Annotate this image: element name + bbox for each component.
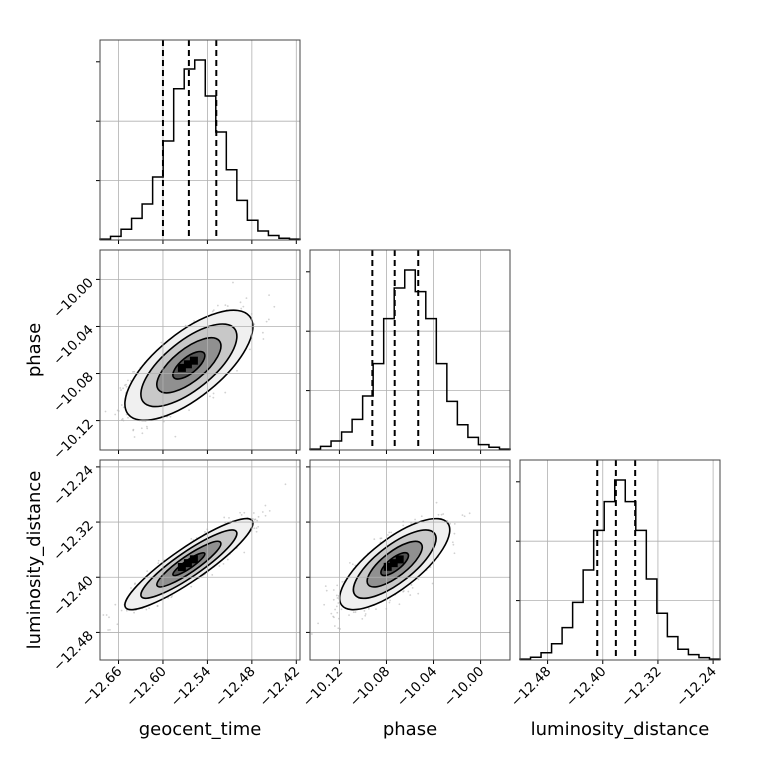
marks-layer [99,40,721,660]
ytick-label-luminosity-distance: −12.48 [50,628,97,675]
hist-geocent-time-frame [99,39,301,241]
panel-phase-vs-geocent-time-core-bin [189,356,198,365]
luminosity-distance-column-label: luminosity_distance [531,719,710,740]
panel-luminosity-distance-vs-geocent-time-core-bin [177,562,186,571]
xtick-label-geocent-time: −12.42 [256,664,303,711]
panel-luminosity-distance-vs-phase-contour [366,540,424,588]
panel-luminosity-distance-vs-geocent-time-core-bin [183,559,192,568]
phase-column-label: phase [383,719,437,740]
xtick-label-phase: −10.08 [347,664,394,711]
panel-luminosity-distance-vs-geocent-time-contour [140,529,238,600]
geocent-time-column-label: geocent_time [139,719,262,740]
ytick-label-phase: −10.12 [50,416,97,463]
hist-phase-frame [309,249,511,451]
panel-luminosity-distance-vs-phase-core-bin [383,562,392,571]
panel-luminosity-distance-vs-geocent-time-contour [172,551,206,577]
xtick-label-geocent-time: −12.66 [79,664,126,711]
panel-luminosity-distance-vs-phase-core-bin [389,559,398,568]
xtick-label-luminosity-distance: −12.40 [563,664,610,711]
ytick-label-luminosity-distance: −12.32 [50,518,97,565]
panel-luminosity-distance-vs-geocent-time-density [102,483,287,631]
xtick-label-geocent-time: −12.54 [168,664,215,711]
xtick-label-phase: −10.12 [300,664,347,711]
ytick-label-phase: −10.00 [50,275,97,322]
panel-phase-vs-geocent-time-frame [99,249,301,451]
panel-phase-vs-geocent-time-core-bin [177,363,186,372]
ytick-label-phase: −10.08 [50,369,97,416]
panel-phase-vs-geocent-time-contour [140,323,238,408]
panel-phase-vs-geocent-time-contour [124,309,254,422]
xtick-label-geocent-time: −12.60 [123,664,170,711]
xtick-label-geocent-time: −12.48 [212,664,259,711]
xtick-label-phase: −10.04 [394,664,441,711]
panel-luminosity-distance-vs-phase-frame [309,459,511,661]
xtick-label-phase: −10.00 [441,664,488,711]
phase-row-label: phase [24,323,45,377]
ytick-label-phase: −10.04 [50,322,97,369]
luminosity-distance-row-label: luminosity_distance [24,471,45,650]
panel-luminosity-distance-vs-phase-contour [352,529,437,600]
hist-luminosity-distance-frame [519,459,721,661]
density-layer [102,281,471,635]
panel-luminosity-distance-vs-geocent-time-frame [99,459,301,661]
panel-luminosity-distance-vs-phase-density [310,501,471,635]
panel-phase-vs-geocent-time-contour [172,350,206,380]
panel-luminosity-distance-vs-phase-core-bin [395,555,404,564]
xtick-label-luminosity-distance: −12.48 [508,664,555,711]
ytick-label-luminosity-distance: −12.40 [50,573,97,620]
hist-luminosity-distance-steps [519,479,721,660]
hist-phase-steps [309,269,511,450]
panel-luminosity-distance-vs-geocent-time-core-bin [189,555,198,564]
xtick-label-luminosity-distance: −12.32 [618,664,665,711]
panel-luminosity-distance-vs-phase-contour [380,551,410,577]
hist-geocent-time-steps [99,59,301,240]
ytick-label-luminosity-distance: −12.24 [50,462,97,509]
panel-phase-vs-geocent-time-core-bin [183,360,192,369]
panel-phase-vs-geocent-time-density [104,281,276,438]
xtick-label-luminosity-distance: −12.24 [673,664,720,711]
panel-luminosity-distance-vs-geocent-time-contour [156,540,222,588]
panel-phase-vs-geocent-time-contour [156,336,222,394]
panel-luminosity-distance-vs-phase-contour [338,517,451,611]
